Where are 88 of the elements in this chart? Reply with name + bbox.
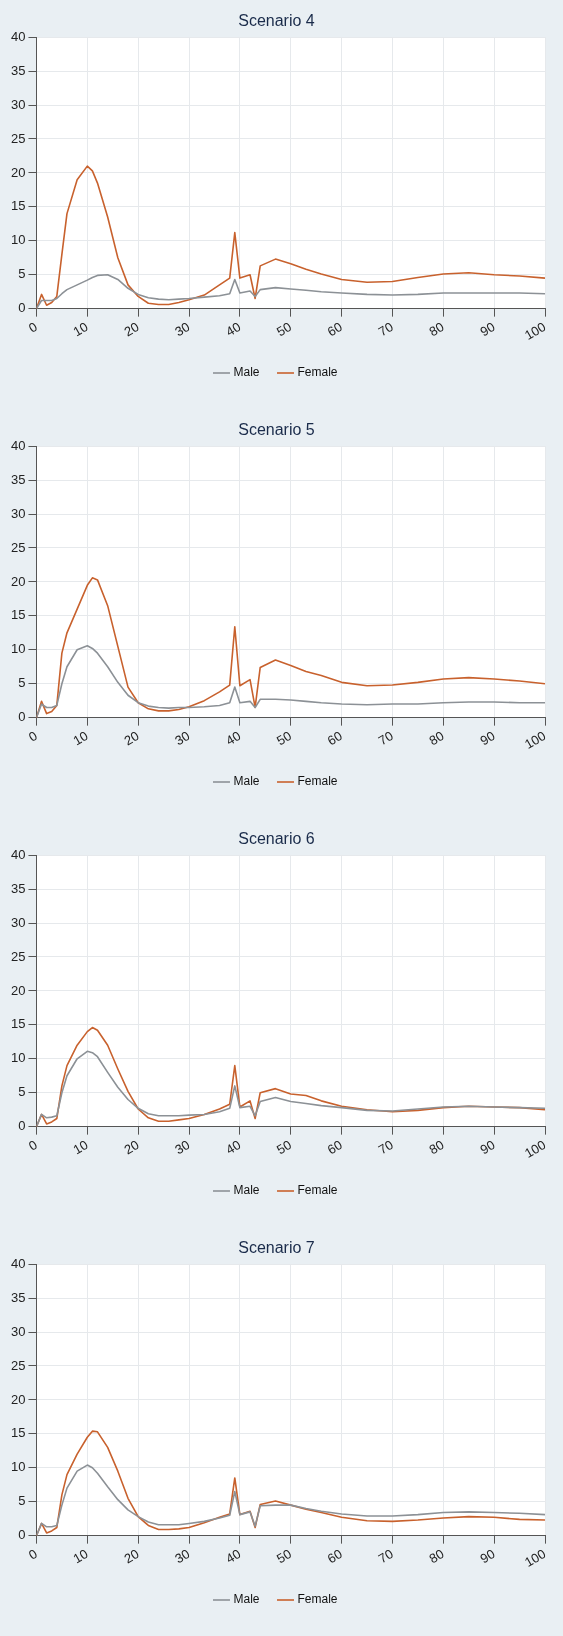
x-tick-label: 60 [324,728,345,749]
y-tick-label: 30 [10,505,26,521]
x-tick-label: 50 [274,319,295,340]
x-tick-label: 50 [274,728,295,749]
legend-label: Male [233,365,260,380]
chart-title: Scenario 5 [238,421,315,439]
x-tick-label: 60 [324,319,345,340]
chart-title: Scenario 6 [238,830,315,848]
y-tick-label: 25 [10,539,26,555]
x-tick-label: 60 [324,1546,345,1567]
y-tick-label: 10 [10,641,26,657]
y-tick-label: 20 [10,1391,26,1407]
y-tick-label: 40 [10,28,26,44]
x-tick-label: 10 [70,319,91,340]
x-tick-label: 90 [477,319,498,340]
y-tick-label: 20 [10,982,26,998]
chart-title: Scenario 7 [238,1239,315,1257]
y-tick-label: 35 [10,471,26,487]
chart-title: Scenario 4 [238,12,315,30]
x-tick-label: 20 [121,728,142,749]
y-tick-label: 35 [10,1289,26,1305]
legend-label: Female [297,1592,338,1607]
x-tick-label: 40 [223,728,244,749]
x-tick-label: 100 [522,319,549,343]
x-tick-label: 40 [223,319,244,340]
x-tick-label: 50 [274,1546,295,1567]
y-tick-label: 10 [10,232,26,248]
y-tick-label: 15 [10,1016,26,1032]
y-tick-label: 40 [10,437,26,453]
x-tick-label: 30 [172,1137,193,1158]
y-tick-label: 20 [10,164,26,180]
y-tick-label: 15 [10,1425,26,1441]
y-tick-label: 25 [10,1357,26,1373]
y-tick-label: 10 [10,1459,26,1475]
x-tick-label: 10 [70,1137,91,1158]
x-tick-label: 80 [426,1137,447,1158]
y-tick-label: 25 [10,130,26,146]
y-tick-label: 15 [10,607,26,623]
legend-label: Female [297,1183,338,1198]
x-tick-label: 70 [375,1546,396,1567]
x-tick-label: 30 [172,728,193,749]
y-tick-label: 40 [10,846,26,862]
y-tick-label: 5 [18,266,26,282]
x-tick-label: 60 [324,1137,345,1158]
legend-label: Female [297,365,338,380]
y-tick-label: 10 [10,1050,26,1066]
y-tick-label: 30 [10,1323,26,1339]
y-tick-label: 0 [18,1527,26,1543]
y-tick-label: 0 [18,1118,26,1134]
x-tick-label: 70 [375,319,396,340]
y-tick-label: 25 [10,948,26,964]
x-tick-label: 30 [172,319,193,340]
y-tick-label: 0 [18,709,26,725]
x-tick-label: 90 [477,728,498,749]
x-tick-label: 20 [121,319,142,340]
y-tick-label: 5 [18,1493,26,1509]
y-tick-label: 20 [10,573,26,589]
x-tick-label: 20 [121,1137,142,1158]
x-tick-label: 80 [426,728,447,749]
x-tick-label: 20 [121,1546,142,1567]
legend-label: Male [233,1592,260,1607]
x-tick-label: 80 [426,1546,447,1567]
legend-label: Male [233,1183,260,1198]
x-tick-label: 70 [375,1137,396,1158]
x-tick-label: 50 [274,1137,295,1158]
x-tick-label: 100 [522,1137,549,1161]
x-tick-label: 10 [70,728,91,749]
x-tick-label: 100 [522,728,549,752]
y-tick-label: 0 [18,300,26,316]
x-tick-label: 70 [375,728,396,749]
y-tick-label: 5 [18,675,26,691]
legend-label: Male [233,774,260,789]
y-tick-label: 40 [10,1255,26,1271]
y-tick-label: 15 [10,198,26,214]
x-tick-label: 80 [426,319,447,340]
y-tick-label: 30 [10,96,26,112]
x-tick-label: 100 [522,1546,549,1570]
x-tick-label: 40 [223,1137,244,1158]
x-tick-label: 90 [477,1137,498,1158]
x-tick-label: 30 [172,1546,193,1567]
y-tick-label: 30 [10,914,26,930]
x-tick-label: 90 [477,1546,498,1567]
y-tick-label: 35 [10,62,26,78]
y-tick-label: 35 [10,880,26,896]
x-tick-label: 10 [70,1546,91,1567]
x-tick-label: 40 [223,1546,244,1567]
legend-label: Female [297,774,338,789]
y-tick-label: 5 [18,1084,26,1100]
